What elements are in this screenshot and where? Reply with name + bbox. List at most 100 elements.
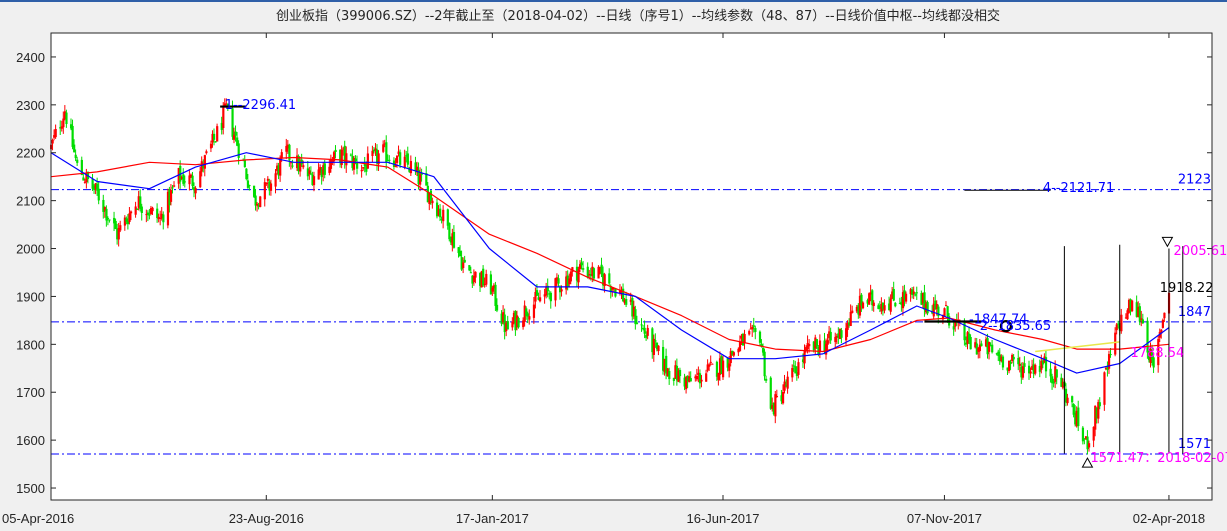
candle-body [546,285,549,292]
circle-marker [999,320,1013,333]
candle-body [202,163,205,169]
candle-body [881,302,885,309]
candle-body [549,292,552,302]
candle-body [974,342,977,348]
candle-body [108,219,111,221]
candle-body [1097,402,1100,419]
candle-body [912,291,915,294]
candle-body [749,328,752,330]
candle-body [442,209,445,222]
candle-body [471,275,474,284]
y-tick-label: 1600 [16,433,45,448]
candle-body [148,214,151,216]
candle-body [678,369,682,377]
candle-body [449,236,453,243]
candle-body [331,159,334,163]
candle-body [85,173,88,183]
candle-body [555,277,559,281]
candle-body [808,344,811,347]
candle-body [1124,317,1128,319]
candle-body [1031,366,1034,370]
candle-body [618,289,622,294]
candle-body [941,315,945,320]
candle-body [139,196,142,210]
candle-body [666,368,669,377]
candle-body [311,174,314,185]
candle-body [625,299,628,305]
candle-body [1147,350,1151,361]
candle-body [577,269,580,283]
candle-body [837,333,840,338]
candle-body [266,178,270,181]
candle-body [855,306,858,312]
candle-body [328,166,331,173]
candle-body [812,341,815,351]
candle-body [1151,352,1154,360]
annotation: 2005.61-前 [1174,243,1227,259]
candle-body [323,163,326,175]
candle-body [806,343,809,350]
candle-body [769,377,772,409]
candle-body [868,293,871,305]
candle-body [1106,366,1109,370]
candle-body [781,391,785,404]
candle-body [685,376,688,390]
candle-body [901,292,905,309]
candle-body [651,328,654,353]
candle-body [517,317,520,328]
candle-body [194,188,197,194]
candle-body [268,181,271,191]
candle-body [129,211,133,214]
candle-body [677,370,680,382]
candle-body [200,161,203,172]
candle-body [892,288,895,301]
candle-body [265,182,268,185]
candle-body [668,370,671,380]
candle-body [569,271,572,282]
candle-body [944,305,948,307]
annotation: 4--2121.71 [1043,181,1114,196]
candle-body [71,125,74,147]
candle-body [363,163,366,167]
candle-body [340,149,343,166]
candle-body [642,328,645,330]
candle-body [980,343,983,347]
candle-body [1081,427,1085,442]
candle-body [1114,332,1117,355]
candle-body [931,311,934,314]
candle-body [726,357,729,368]
candle-body [205,151,208,154]
candle-body [377,153,380,165]
candle-body [608,273,611,284]
candle-body [246,180,250,188]
candle-body [220,122,223,130]
candle-body [861,302,865,309]
candle-body [705,373,708,382]
candle-body [128,213,131,222]
candle-body [511,321,514,328]
candle-body [740,335,743,339]
x-tick-label: 23-Aug-2016 [229,511,304,526]
candle-body [388,159,391,161]
candle-body [840,330,843,338]
candle-body [435,202,439,217]
candle-body [243,160,246,168]
candle-body [415,166,419,173]
candle-body [1117,323,1120,325]
triangle-up-marker [1081,457,1094,468]
candle-body [96,183,99,191]
candle-body [565,276,568,290]
candle-body [366,153,369,169]
candle-body [74,154,77,159]
candle-body [554,278,557,301]
candle-body [1146,320,1149,353]
candle-body [276,165,279,171]
candle-body [199,171,202,188]
candle-body [738,341,742,352]
candle-body [1135,302,1138,317]
candle-body [62,118,65,128]
candle-body [462,262,465,269]
candle-body [883,305,886,311]
candle-body [54,128,57,138]
candle-body [383,143,386,145]
